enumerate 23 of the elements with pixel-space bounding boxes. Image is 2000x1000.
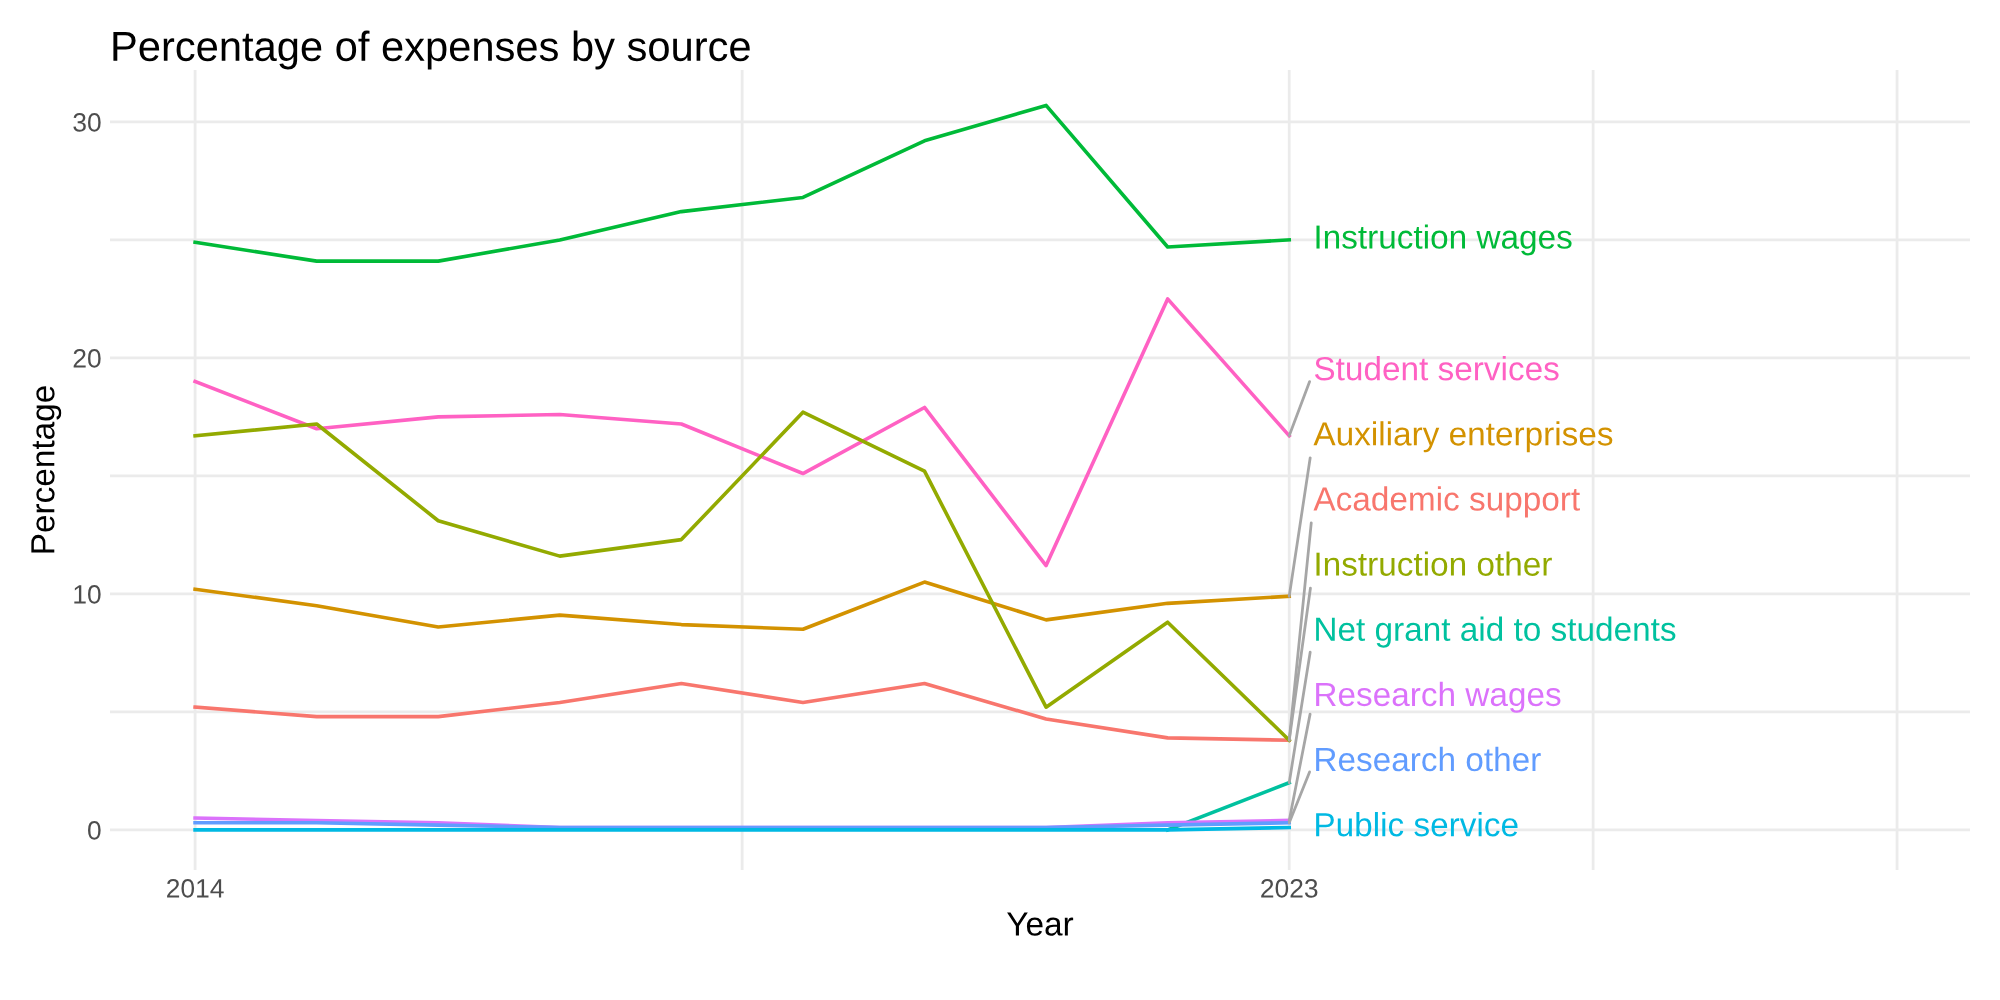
line-series	[193, 580, 1292, 632]
y-tick-label: 20	[73, 349, 101, 368]
x-tick-label: 2023	[1261, 879, 1318, 898]
y-axis-title: Percentage	[31, 386, 62, 553]
text: Auxiliary enterprises	[1313, 421, 1613, 453]
series-label: Instruction wages	[1316, 224, 1572, 256]
text: Research wages	[1316, 681, 1561, 713]
y-tick-label: 0	[88, 821, 101, 840]
text: Academic support	[1313, 486, 1580, 518]
x-tick-label: 2014	[167, 879, 224, 898]
y-tick-label: 30	[73, 113, 101, 132]
series-label: Student services	[1314, 356, 1559, 381]
line-series	[193, 297, 1292, 568]
text: Instruction other	[1316, 551, 1552, 576]
text: Net grant aid to students	[1316, 616, 1676, 648]
chart-title: Percentage of expenses by source	[113, 30, 750, 70]
x-axis-title: Year	[1007, 912, 1074, 936]
line-series	[193, 103, 1292, 263]
series-label: Public service	[1316, 811, 1518, 837]
line-series	[193, 410, 1292, 743]
line-series	[193, 681, 1292, 743]
series-label: Research other	[1316, 746, 1541, 772]
y-tick-label: 10	[74, 585, 101, 604]
